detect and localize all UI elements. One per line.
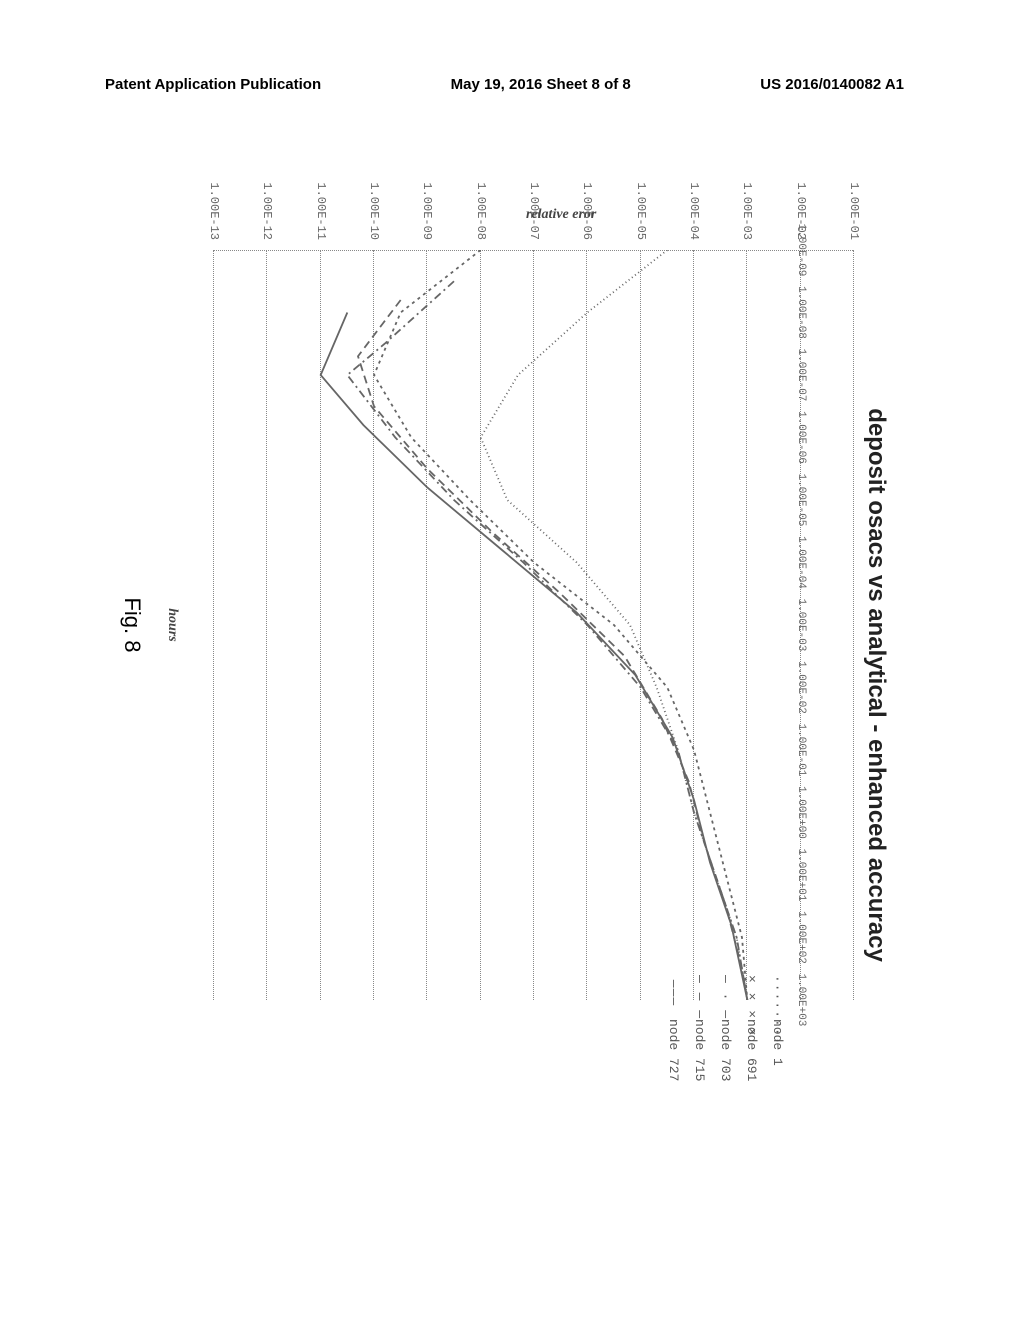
chart-curves — [214, 250, 854, 1000]
page-header: Patent Application Publication May 19, 2… — [0, 76, 1024, 93]
legend-item: ——— node 727 — [660, 975, 686, 1081]
chart-container: deposit osacs vs analytical - enhanced a… — [130, 165, 890, 1165]
y-tick-label: 1.00E-10 — [367, 182, 381, 240]
y-tick-label: 1.00E-04 — [687, 182, 701, 240]
legend-label: node 727 — [660, 1019, 686, 1081]
legend-swatch: ——— — [660, 975, 686, 1011]
y-tick-label: 1.00E-09 — [420, 182, 434, 240]
plot-area: relative eror 1.00E-011.00E-021.00E-031.… — [214, 250, 854, 1000]
legend-swatch: — — — — [686, 975, 712, 1011]
y-tick-label: 1.00E-11 — [314, 182, 328, 240]
figure-area: deposit osacs vs analytical - enhanced a… — [120, 165, 910, 1195]
legend-label: node 715 — [686, 1019, 712, 1081]
y-tick-label: 1.00E-07 — [527, 182, 541, 240]
header-right: US 2016/0140082 A1 — [760, 76, 904, 93]
y-tick-label: 1.00E-13 — [207, 182, 221, 240]
header-center: May 19, 2016 Sheet 8 of 8 — [451, 76, 631, 93]
figure-caption: Fig. 8 — [119, 597, 145, 652]
series-node-691 — [374, 250, 747, 1000]
legend-swatch: — · — — [712, 975, 738, 1011]
y-tick-label: 1.00E-06 — [580, 182, 594, 240]
legend-label: node 691 — [738, 1019, 764, 1081]
legend-item: — — — node 715 — [686, 975, 712, 1081]
legend-swatch: ········ — [764, 975, 790, 1011]
y-tick-label: 1.00E-05 — [634, 182, 648, 240]
series-node-727 — [321, 313, 748, 1001]
legend-label: node 1 — [764, 1019, 790, 1066]
chart-legend: ········node 1× × × ×node 691— · —node 7… — [660, 975, 790, 1081]
y-tick-label: 1.00E-01 — [847, 182, 861, 240]
x-axis-label: hours — [164, 608, 180, 641]
legend-item: — · — node 703 — [712, 975, 738, 1081]
series-node-703 — [347, 281, 747, 1000]
legend-item: × × × × node 691 — [738, 975, 764, 1081]
chart-title: deposit osacs vs analytical - enhanced a… — [862, 205, 890, 1165]
series-node-715 — [358, 300, 747, 1000]
legend-swatch: × × × × — [738, 975, 764, 1011]
y-tick-label: 1.00E-12 — [260, 182, 274, 240]
y-tick-label: 1.00E-08 — [474, 182, 488, 240]
header-left: Patent Application Publication — [105, 76, 321, 93]
legend-label: node 703 — [712, 1019, 738, 1081]
legend-item: ········ node 1 — [764, 975, 790, 1081]
y-tick-label: 1.00E-03 — [740, 182, 754, 240]
